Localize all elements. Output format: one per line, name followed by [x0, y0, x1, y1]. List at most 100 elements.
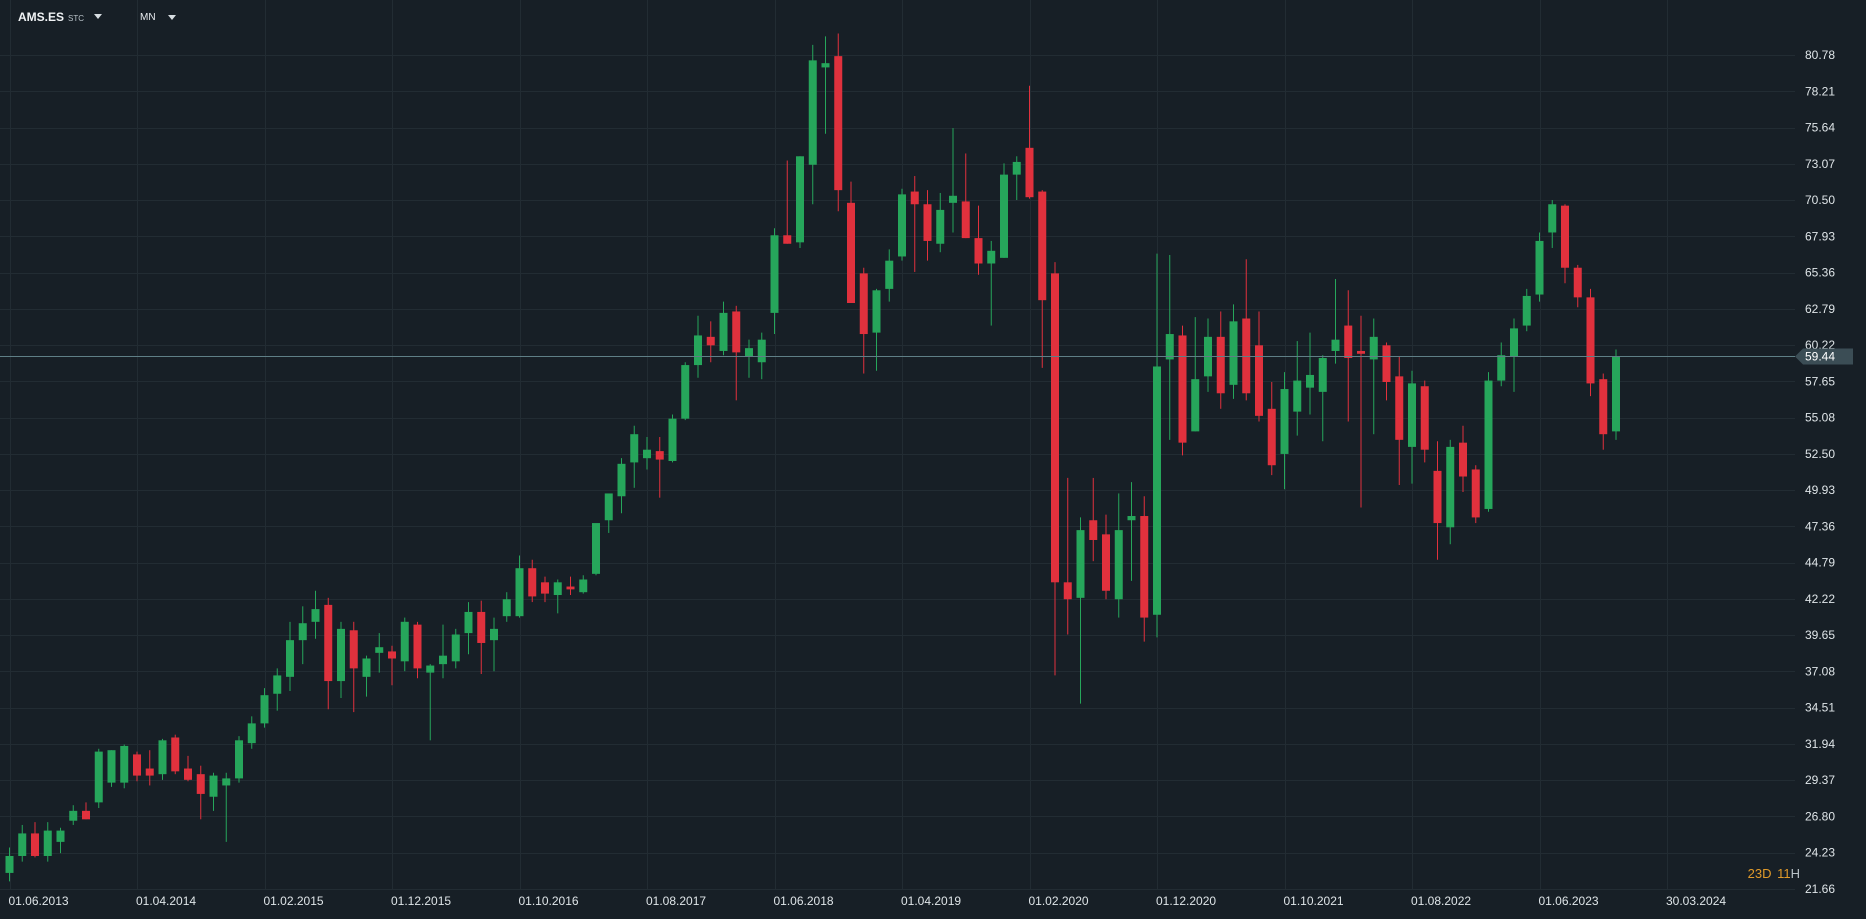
candle-body — [1153, 366, 1161, 615]
candle-body — [1127, 516, 1136, 521]
y-tick-label: 57.65 — [1805, 374, 1835, 388]
candle-body — [732, 311, 741, 353]
candle-body — [1102, 534, 1110, 591]
candle — [617, 458, 626, 514]
candle-body — [1178, 335, 1187, 443]
candle-body — [796, 156, 804, 243]
candle — [834, 33, 843, 212]
candle-body — [923, 204, 932, 241]
candle — [630, 425, 639, 488]
x-tick-label: 01.04.2019 — [901, 894, 961, 908]
candle — [1395, 356, 1404, 485]
candle-body — [362, 658, 371, 677]
candle — [1306, 332, 1314, 415]
candle-body — [107, 750, 116, 783]
candle — [757, 332, 766, 380]
candle-body — [1331, 339, 1340, 351]
candle-body — [298, 623, 307, 641]
candle-body — [388, 651, 396, 659]
candle — [1051, 262, 1059, 676]
candle — [910, 176, 919, 272]
candle — [451, 628, 460, 669]
candle — [1561, 204, 1569, 284]
candle-body — [949, 195, 957, 203]
candle-body — [413, 624, 422, 669]
bar-close-countdown: 23D 11H — [1748, 866, 1800, 881]
candle — [477, 600, 486, 675]
countdown-days-unit: D — [1762, 866, 1772, 881]
candle-body — [1165, 334, 1174, 360]
candle-body — [1038, 191, 1047, 301]
candle — [821, 36, 830, 134]
candle — [82, 802, 90, 820]
candle — [1573, 264, 1582, 308]
candle-body — [1012, 161, 1021, 175]
candle-body — [196, 774, 205, 794]
candle — [541, 576, 549, 603]
candle — [1255, 311, 1263, 422]
candle — [426, 664, 435, 741]
candle-body — [681, 365, 690, 419]
candle — [1076, 517, 1085, 704]
price-axis[interactable]: 80.78 78.21 75.64 73.07 70.50 67.93 65.36 62.79… — [1795, 48, 1853, 896]
candle — [324, 597, 333, 710]
candle-body — [1140, 516, 1149, 618]
time-axis[interactable]: 01.06.2013 01.04.2014 01.02.2015 01.12.2015… — [9, 894, 1727, 908]
y-tick-label: 34.51 — [1805, 701, 1835, 715]
countdown-days: 23 — [1747, 866, 1763, 881]
candle-body — [1522, 295, 1531, 326]
candle — [1497, 342, 1506, 387]
symbol-selector[interactable]: AMS.ES STC — [18, 10, 103, 24]
candle-body — [834, 56, 843, 191]
candle-body — [847, 202, 855, 303]
candle — [298, 606, 307, 665]
y-tick-label: 78.21 — [1805, 84, 1835, 98]
candle-body — [1408, 383, 1416, 447]
candle — [375, 633, 384, 673]
candle — [592, 523, 600, 576]
x-tick-label: 01.06.2018 — [774, 894, 834, 908]
candle — [515, 555, 524, 618]
candle-body — [604, 493, 613, 521]
candle — [1586, 288, 1595, 397]
candle-body — [961, 201, 970, 239]
candle-body — [1025, 147, 1034, 198]
candle-body — [222, 778, 231, 786]
y-tick-label: 62.79 — [1805, 302, 1835, 316]
candle — [579, 575, 588, 594]
candle-body — [171, 737, 180, 772]
candle — [1038, 190, 1047, 368]
candle — [235, 736, 243, 783]
candle-body — [260, 695, 269, 724]
candle-body — [1369, 336, 1378, 360]
y-tick-label: 52.50 — [1805, 447, 1835, 461]
x-tick-label: 01.08.2022 — [1411, 894, 1471, 908]
candle — [1459, 425, 1467, 493]
y-tick-label: 70.50 — [1805, 193, 1835, 207]
candle — [1522, 288, 1531, 332]
candle — [56, 827, 65, 854]
candle — [681, 362, 690, 421]
candle — [107, 750, 116, 787]
candle-body — [885, 260, 894, 289]
candle-body — [1433, 470, 1442, 524]
candle-body — [745, 348, 753, 357]
y-tick-label: 31.94 — [1805, 737, 1835, 751]
interval-selector[interactable]: MN — [134, 8, 182, 26]
candle — [1599, 373, 1608, 450]
candle-body — [1114, 530, 1123, 600]
candle-body — [706, 336, 715, 346]
candle — [1471, 465, 1480, 524]
candle — [1369, 318, 1378, 435]
candle-body — [1573, 267, 1582, 298]
x-tick-label: 01.12.2020 — [1156, 894, 1216, 908]
candle — [719, 301, 728, 356]
candle — [949, 128, 957, 233]
candle — [400, 617, 409, 672]
candle — [69, 805, 78, 825]
countdown-hours-unit: H — [1790, 866, 1800, 881]
y-tick-label: 26.80 — [1805, 809, 1835, 823]
candle-body — [987, 250, 996, 264]
candle-body — [617, 463, 626, 497]
